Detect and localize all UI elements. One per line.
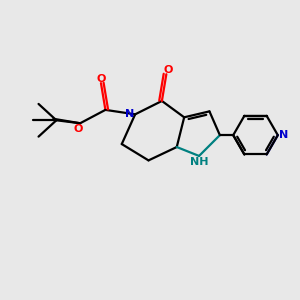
Text: O: O bbox=[74, 124, 83, 134]
Text: N: N bbox=[125, 109, 134, 119]
Text: NH: NH bbox=[190, 158, 208, 167]
Text: O: O bbox=[163, 65, 172, 75]
Text: N: N bbox=[278, 130, 288, 140]
Text: O: O bbox=[96, 74, 106, 84]
